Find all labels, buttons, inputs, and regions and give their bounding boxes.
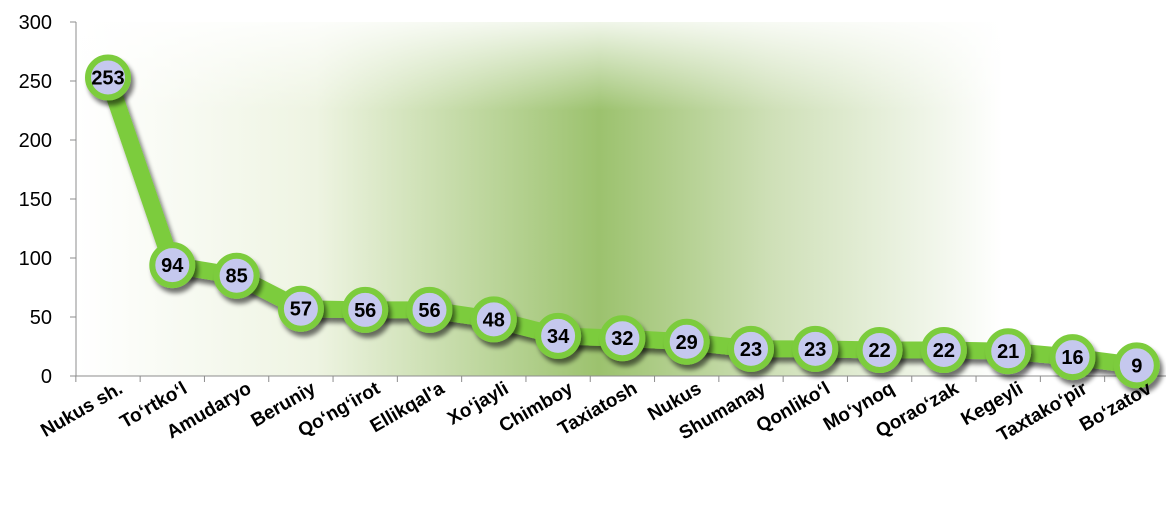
- data-label: 48: [483, 309, 505, 331]
- data-point: [985, 328, 1032, 375]
- data-point: [149, 242, 196, 289]
- data-label: 253: [91, 67, 124, 89]
- data-point: [1049, 334, 1096, 381]
- data-point: [406, 286, 453, 333]
- data-label: 32: [611, 328, 633, 350]
- data-point: [213, 252, 260, 299]
- data-point: [535, 312, 582, 359]
- data-point: [663, 318, 710, 365]
- data-point: [599, 315, 646, 362]
- y-tick-label: 100: [19, 248, 52, 270]
- data-point: [920, 327, 967, 374]
- y-tick-label: 150: [19, 189, 52, 211]
- data-label: 85: [225, 266, 247, 288]
- data-point: [792, 325, 839, 372]
- data-label: 34: [547, 326, 570, 348]
- y-tick-label: 300: [19, 12, 52, 34]
- data-label: 29: [676, 332, 698, 354]
- data-point: [277, 285, 324, 332]
- data-point: [342, 286, 389, 333]
- data-point: [856, 327, 903, 374]
- category-label: Bo‘zatov: [1076, 378, 1155, 436]
- data-label: 56: [354, 300, 376, 322]
- data-point: [728, 325, 774, 372]
- category-label: Ellikqal'a: [367, 378, 449, 437]
- category-label: Qonliko‘l: [753, 378, 834, 437]
- data-label: 57: [290, 299, 312, 321]
- data-labels: 253 94 85 57 56 56 48 34 32 29 23 23 22 22 21 16 9: [91, 67, 1142, 377]
- y-tick-label: 200: [19, 130, 52, 152]
- data-label: 22: [933, 340, 955, 362]
- data-label: 21: [997, 341, 1019, 363]
- data-label: 23: [804, 339, 826, 361]
- y-tick-label: 0: [41, 366, 52, 388]
- data-label: 9: [1131, 355, 1142, 377]
- markers: [85, 54, 1160, 389]
- data-point: [1113, 342, 1160, 389]
- y-tick-label: 250: [19, 71, 52, 93]
- axes: 0 50 100 150 200 250 300: [19, 12, 1166, 388]
- data-point: [85, 54, 131, 101]
- data-point: [470, 296, 517, 343]
- data-label: 16: [1061, 347, 1083, 369]
- data-label: 22: [868, 340, 890, 362]
- y-tick-label: 50: [30, 307, 52, 329]
- data-label: 23: [740, 339, 762, 361]
- category-labels: Nukus sh.To‘rtko‘lAmudaryoBeruniyQo‘ng‘i…: [37, 378, 1155, 447]
- data-label: 94: [161, 255, 184, 277]
- data-label: 56: [418, 300, 440, 322]
